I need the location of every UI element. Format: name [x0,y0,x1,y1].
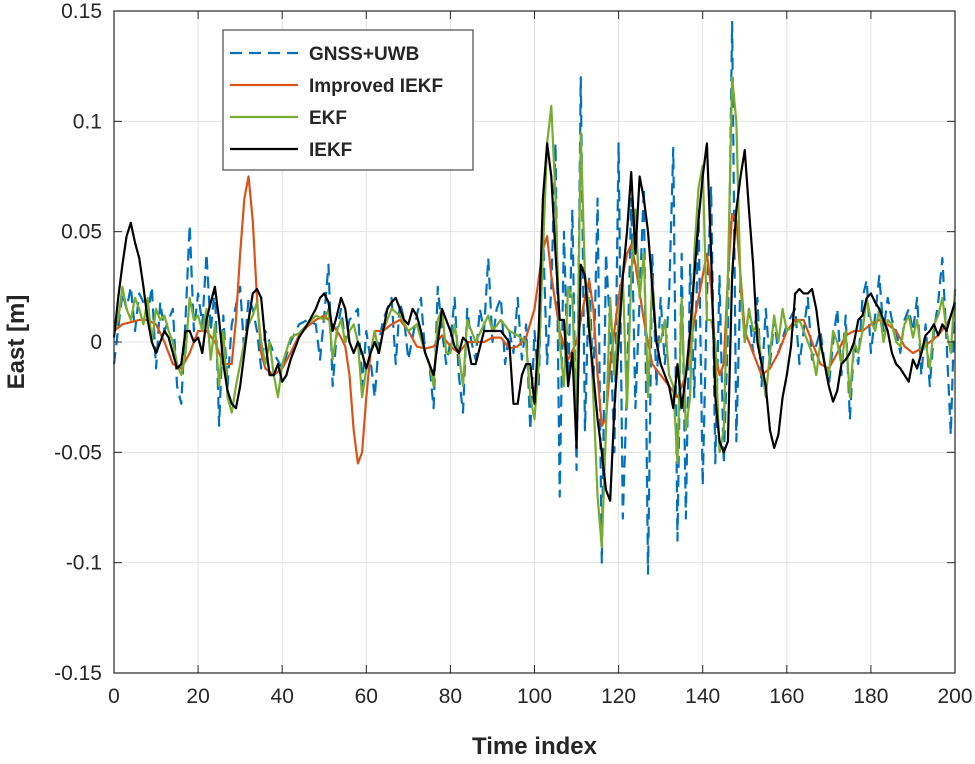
legend-item-gnss-uwb: GNSS+UWB [230,44,419,65]
series-line-iekf [112,142,957,502]
x-tick-label: 60 [355,685,378,708]
x-axis-label: Time index [472,733,598,760]
legend-label-gnss-uwb: GNSS+UWB [309,44,419,65]
x-tick-label: 80 [439,685,462,708]
legend: GNSS+UWB Improved IEKF EKF IEKF [222,29,474,171]
y-tick-labels: -0.15 -0.1 -0.05 0 0.05 0.1 0.15 [54,0,102,685]
series-layer [112,20,957,575]
legend-label-iekf: IEKF [309,140,352,161]
y-tick-label: 0.05 [61,221,102,244]
x-tick-label: 100 [517,685,552,708]
x-tick-labels: 0 20 40 60 80 100 120 140 160 180 200 [108,685,972,708]
x-tick-label: 140 [685,685,720,708]
legend-item-ekf: EKF [230,108,347,129]
legend-label-ekf: EKF [309,108,347,129]
legend-item-improved-iekf: Improved IEKF [230,76,443,97]
series-line-gnss-uwb [112,20,957,575]
y-tick-label: -0.15 [54,662,102,685]
y-tick-label: 0.1 [73,110,102,133]
x-tick-label: 200 [937,685,972,708]
x-tick-label: 20 [186,685,209,708]
legend-box [222,29,474,171]
y-axis-label: East [m] [3,295,30,390]
x-tick-label: 180 [853,685,888,708]
y-tick-label: 0.15 [61,0,102,23]
y-tick-label: -0.1 [66,552,102,575]
x-tick-label: 40 [271,685,294,708]
x-tick-label: 160 [769,685,804,708]
y-tick-label: -0.05 [54,441,102,464]
x-tick-label: 0 [108,685,120,708]
y-tick-label: 0 [90,331,102,354]
legend-label-improved-iekf: Improved IEKF [309,76,443,97]
x-tick-label: 120 [601,685,636,708]
axis-ticks [113,10,956,674]
legend-item-iekf: IEKF [230,140,352,161]
